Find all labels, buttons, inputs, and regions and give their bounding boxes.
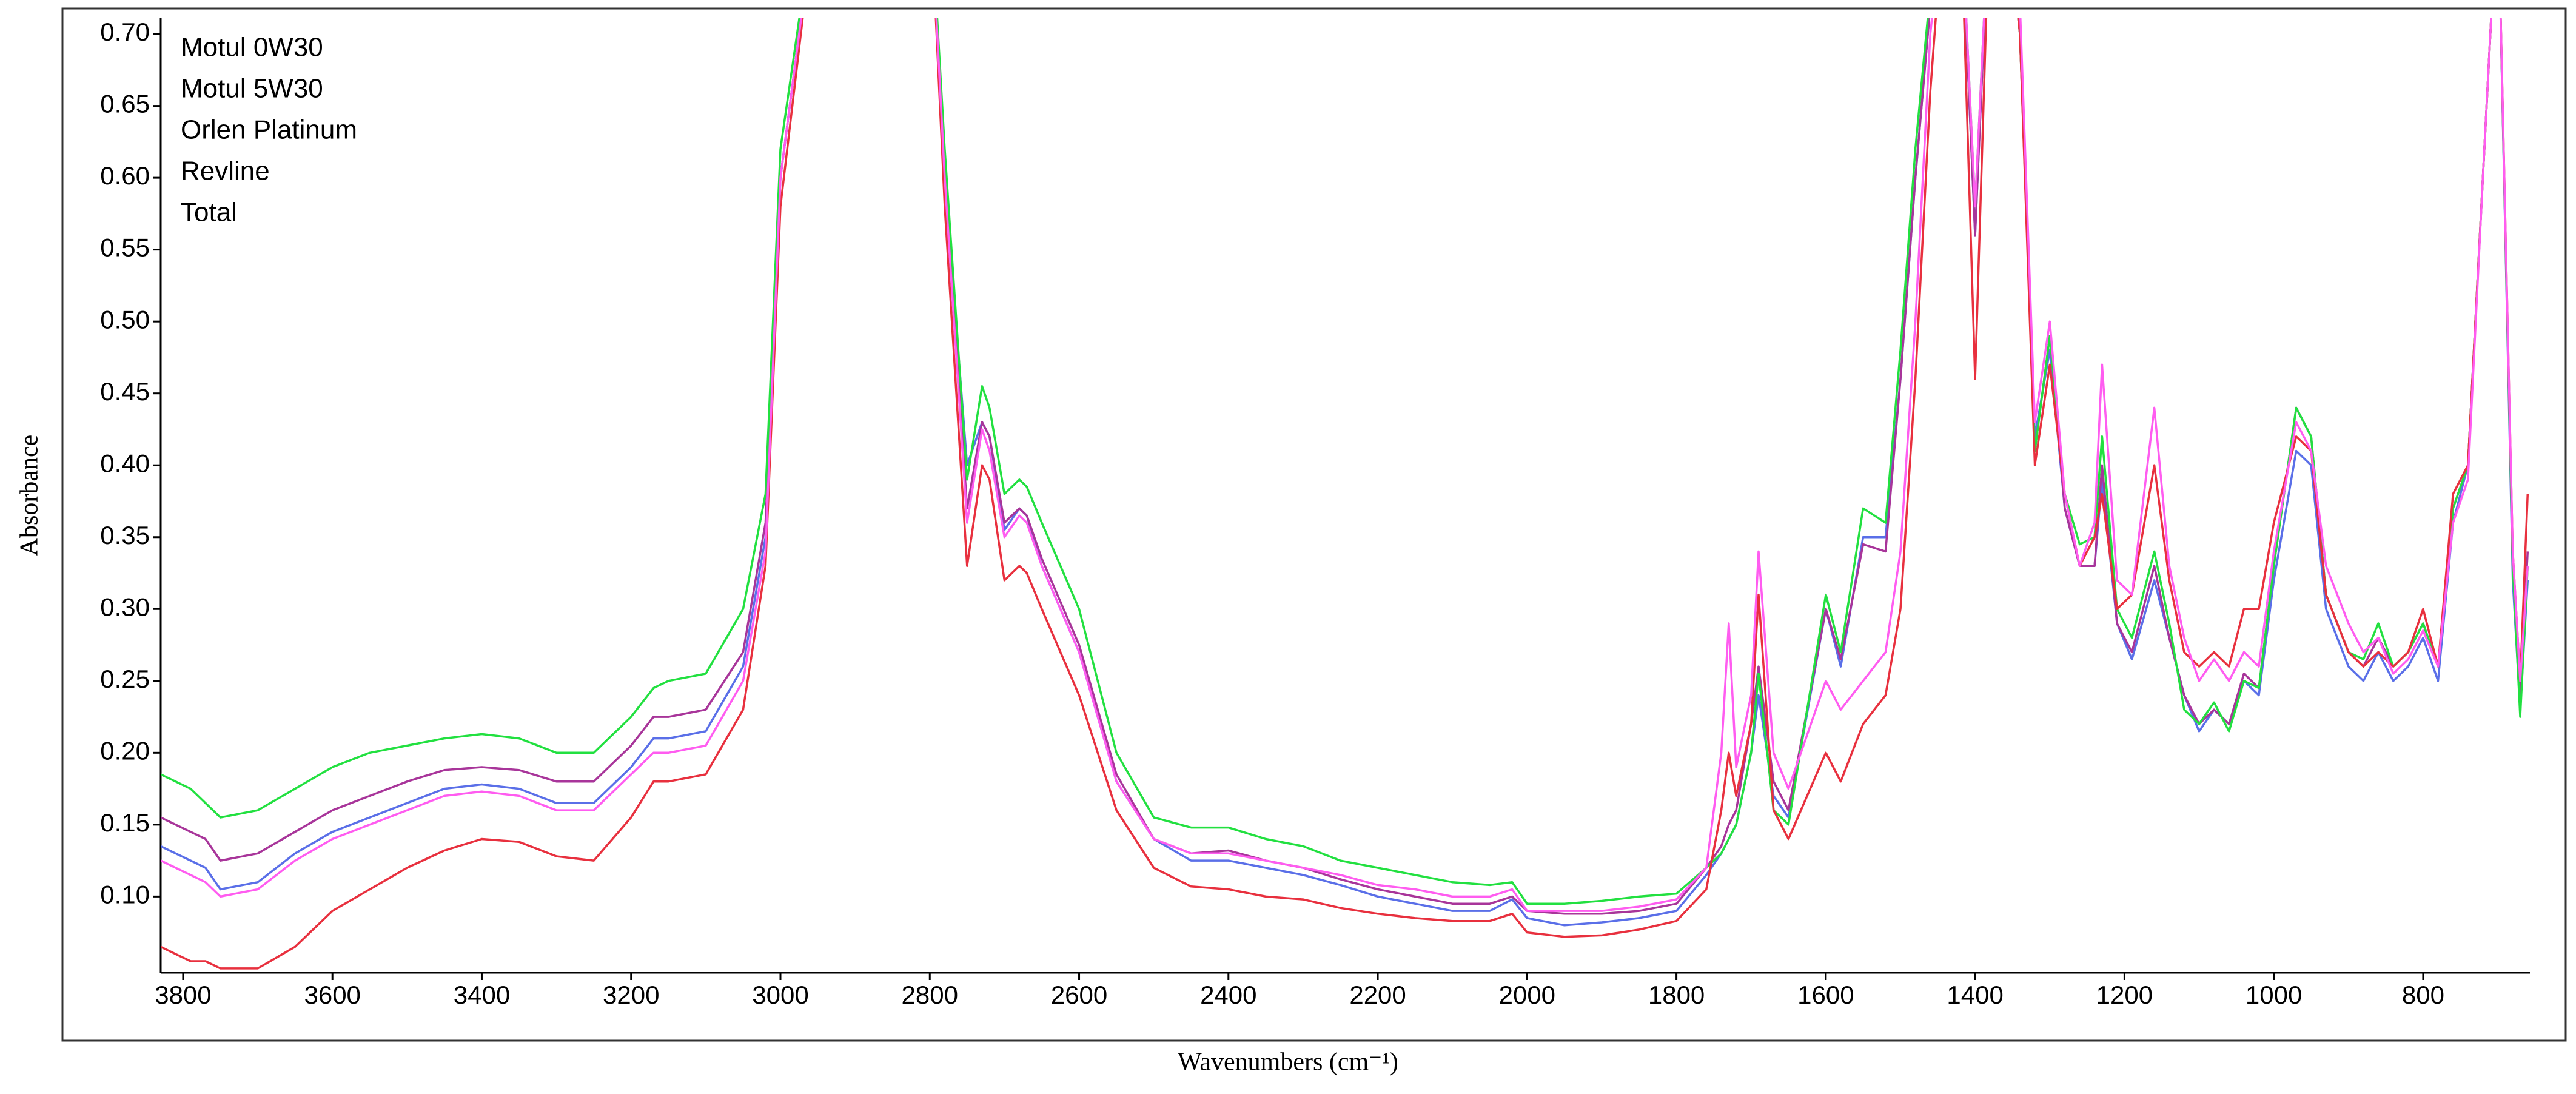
- series-line: [161, 18, 2529, 912]
- x-tick-label: 3800: [155, 981, 211, 1009]
- x-tick-label: 1600: [1797, 981, 1854, 1009]
- x-tick-label: 2400: [1200, 981, 1256, 1009]
- y-tick-label: 0.40: [100, 449, 150, 477]
- y-tick-label: 0.10: [100, 880, 150, 908]
- series-line: [161, 18, 2529, 927]
- series-line: [161, 18, 2529, 970]
- legend-entry: Revline: [181, 156, 270, 186]
- series-line: [161, 18, 2529, 915]
- x-axis-label: Wavenumbers (cm⁻¹): [1178, 1049, 1398, 1076]
- x-tick-label: 2200: [1349, 981, 1406, 1009]
- y-tick-label: 0.15: [100, 808, 150, 837]
- y-tick-label: 0.70: [100, 18, 150, 46]
- y-tick-label: 0.65: [100, 90, 150, 118]
- x-tick-label: 2600: [1051, 981, 1107, 1009]
- y-tick-label: 0.45: [100, 377, 150, 406]
- x-tick-label: 3200: [603, 981, 659, 1009]
- x-tick-label: 2800: [902, 981, 958, 1009]
- x-tick-label: 1400: [1947, 981, 2003, 1009]
- x-tick-label: 1200: [2096, 981, 2153, 1009]
- x-tick-label: 3000: [752, 981, 808, 1009]
- x-tick-label: 1000: [2246, 981, 2302, 1009]
- outer-frame: [61, 7, 2567, 1042]
- x-tick-label: 3600: [304, 981, 360, 1009]
- y-tick-label: 0.30: [100, 592, 150, 621]
- y-tick-label: 0.55: [100, 233, 150, 262]
- plot-area: [161, 18, 2529, 970]
- x-tick-label: 800: [2402, 981, 2444, 1009]
- legend-entry: Motul 5W30: [181, 74, 323, 104]
- y-tick-label: 0.60: [100, 161, 150, 190]
- y-tick-label: 0.35: [100, 521, 150, 549]
- y-tick-label: 0.25: [100, 665, 150, 693]
- series-line: [161, 18, 2529, 905]
- legend-entry: Orlen Platinum: [181, 115, 357, 145]
- x-tick-label: 1800: [1648, 981, 1705, 1009]
- x-tick-label: 2000: [1499, 981, 1555, 1009]
- legend-entry: Motul 0W30: [181, 33, 323, 62]
- legend-entry: Total: [181, 198, 237, 227]
- y-axis-label: Absorbance: [16, 435, 44, 557]
- y-tick-label: 0.50: [100, 305, 150, 334]
- y-tick-label: 0.20: [100, 736, 150, 765]
- x-tick-label: 3400: [454, 981, 510, 1009]
